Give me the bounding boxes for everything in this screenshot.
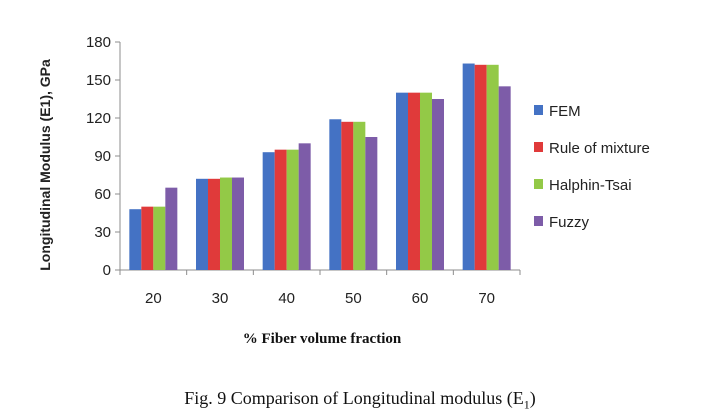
bar-halphin-tsai-40 [286, 149, 299, 270]
bar-rule-of-mixture-70 [474, 64, 487, 270]
caption-text: Fig. 9 Comparison of Longitudinal modulu… [184, 388, 524, 408]
bar-fem-60 [396, 92, 408, 271]
x-axis-label: % Fiber volume fraction [243, 331, 402, 347]
y-tick-label: 150 [86, 72, 111, 89]
bar-halphin-tsai-50 [353, 121, 366, 270]
bar-rule-of-mixture-40 [274, 149, 287, 270]
x-tick-label: 40 [278, 290, 295, 307]
bar-fem-20 [129, 209, 142, 270]
x-tick-label: 50 [345, 290, 362, 307]
y-tick-label: 180 [86, 34, 111, 51]
legend-swatch [534, 142, 543, 152]
y-tick-label: 0 [103, 262, 111, 279]
bar-fuzzy-50 [365, 137, 378, 270]
bar-halphin-tsai-60 [420, 92, 432, 271]
bar-fuzzy-30 [232, 177, 244, 270]
x-tick-label: 30 [212, 290, 229, 307]
legend-label: FEM [549, 103, 581, 120]
x-axis: 20 30 40 50 60 70 [119, 269, 521, 307]
legend-label: Halphin-Tsai [549, 177, 632, 194]
y-tick-label: 120 [86, 110, 111, 127]
x-tick-label: 20 [145, 290, 162, 307]
bar-fuzzy-70 [498, 86, 511, 270]
x-tick-label: 60 [412, 290, 429, 307]
legend-swatch [534, 105, 543, 115]
y-tick-label: 60 [94, 186, 111, 203]
legend-swatch [534, 179, 543, 189]
legend-label: Fuzzy [549, 214, 590, 231]
bar-fem-70 [462, 63, 475, 271]
bar-halphin-tsai-70 [486, 64, 499, 270]
figure-caption: Fig. 9 Comparison of Longitudinal modulu… [0, 388, 720, 413]
legend-swatch [534, 216, 543, 226]
bar-fem-50 [329, 119, 342, 271]
bar-halphin-tsai-20 [153, 206, 166, 270]
bar-fuzzy-40 [298, 143, 311, 270]
legend: FEM Rule of mixture Halphin-Tsai Fuzzy [534, 103, 650, 231]
bar-rule-of-mixture-50 [341, 121, 354, 270]
caption-close: ) [529, 388, 536, 408]
bar-halphin-tsai-30 [220, 177, 232, 270]
bar-rule-of-mixture-60 [408, 92, 420, 271]
bar-fuzzy-60 [432, 99, 444, 270]
bar-fem-30 [196, 178, 208, 270]
y-tick-label: 30 [94, 224, 111, 241]
y-axis: 0 30 60 90 120 150 180 [86, 34, 121, 279]
caption-subscript: 1 [523, 397, 530, 412]
x-tick-label: 70 [478, 290, 495, 307]
y-axis-label: Longitudinal Modulus (E1), GPa [37, 59, 53, 271]
bar-rule-of-mixture-20 [141, 206, 154, 270]
y-tick-label: 90 [94, 148, 111, 165]
legend-label: Rule of mixture [549, 140, 650, 157]
bar-fuzzy-20 [165, 187, 178, 270]
bar-fem-40 [262, 152, 275, 270]
bar-chart: 0 30 60 90 120 150 180 20 30 40 50 60 70 FEM Rule of… [37, 34, 650, 347]
bar-rule-of-mixture-30 [208, 178, 220, 270]
bars [129, 63, 511, 271]
